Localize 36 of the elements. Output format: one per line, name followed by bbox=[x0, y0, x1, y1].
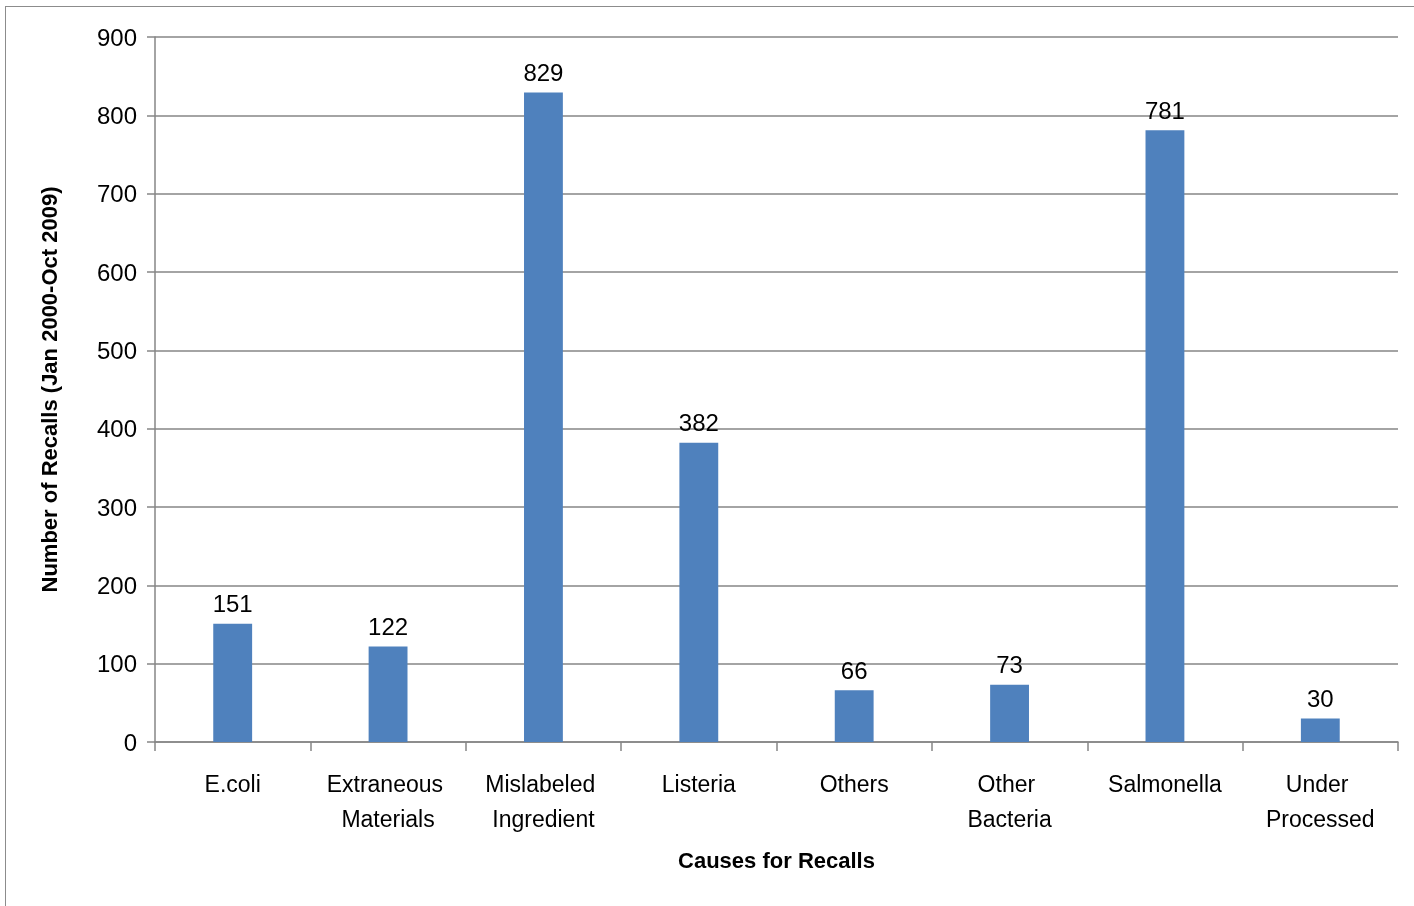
bar bbox=[524, 92, 563, 742]
data-label: 73 bbox=[996, 651, 1023, 679]
bar bbox=[368, 646, 408, 742]
bar bbox=[679, 442, 719, 742]
x-tick-label: Listeria bbox=[661, 770, 737, 797]
data-label: 151 bbox=[212, 590, 253, 618]
y-tick-label: 900 bbox=[96, 23, 137, 51]
y-tick-label: 300 bbox=[96, 493, 137, 521]
data-label: 382 bbox=[678, 409, 719, 437]
data-label: 122 bbox=[368, 612, 409, 640]
x-tick-label: Salmonella bbox=[1108, 770, 1223, 797]
y-axis-title: Number of Recalls (Jan 2000-Oct 2009) bbox=[36, 186, 62, 593]
bar bbox=[1300, 718, 1340, 742]
x-tick-label: Others bbox=[819, 770, 889, 797]
y-tick-label: 600 bbox=[96, 258, 137, 286]
y-tick-label: 400 bbox=[96, 415, 137, 443]
x-tick-label: Other Bacteria bbox=[967, 770, 1052, 832]
bar bbox=[1145, 130, 1185, 742]
y-tick-label: 200 bbox=[96, 571, 137, 599]
y-tick-label: 100 bbox=[96, 650, 137, 678]
y-tick-label: 500 bbox=[96, 336, 137, 364]
bar bbox=[213, 623, 253, 742]
data-label: 30 bbox=[1306, 685, 1334, 712]
x-tick-label: Extraneous Materials bbox=[326, 770, 450, 832]
data-label: 781 bbox=[1144, 96, 1185, 124]
y-tick-label: 800 bbox=[96, 101, 137, 129]
y-tick-label: 700 bbox=[96, 180, 137, 208]
data-label: 829 bbox=[523, 59, 564, 87]
data-label: 66 bbox=[840, 656, 868, 684]
bar bbox=[990, 684, 1029, 742]
x-tick-label: E.coli bbox=[204, 770, 261, 797]
y-tick-label: 0 bbox=[123, 728, 137, 756]
x-tick-label: Under Processed bbox=[1265, 770, 1375, 832]
x-tick-label: Mislabeled Ingredient bbox=[485, 770, 602, 832]
bar bbox=[834, 690, 874, 742]
x-axis-title: Causes for Recalls bbox=[678, 847, 875, 873]
